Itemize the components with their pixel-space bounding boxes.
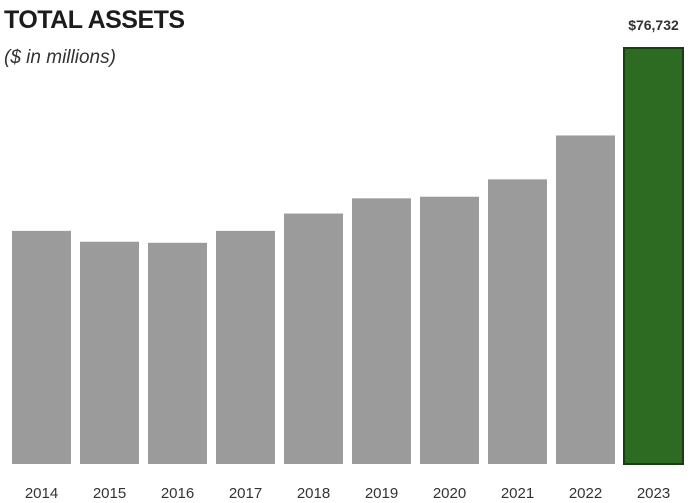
chart-subtitle: ($ in millions) (4, 47, 116, 68)
bar-2020 (420, 196, 479, 464)
x-tick-label-2022: 2022 (569, 485, 602, 502)
bar-2018 (284, 213, 343, 464)
bar-2015 (80, 241, 139, 464)
x-tick-label-2017: 2017 (229, 485, 262, 502)
x-tick-label-2021: 2021 (501, 485, 534, 502)
bar-2016 (148, 242, 207, 464)
bar-2019 (352, 198, 411, 464)
x-tick-label-2019: 2019 (365, 485, 398, 502)
x-tick-label-2018: 2018 (297, 485, 330, 502)
chart-title: TOTAL ASSETS (4, 6, 185, 34)
bar-2014 (12, 230, 71, 464)
x-tick-label-2016: 2016 (161, 485, 194, 502)
x-tick-label-2020: 2020 (433, 485, 466, 502)
x-tick-label-2014: 2014 (25, 485, 58, 502)
bar-2021 (488, 179, 547, 464)
x-tick-label-2015: 2015 (93, 485, 126, 502)
bar-2017 (216, 230, 275, 464)
bar-2022 (556, 135, 615, 464)
bar-2023 (623, 47, 684, 465)
data-label-2023: $76,732 (628, 17, 679, 33)
x-tick-label-2023: 2023 (637, 485, 670, 502)
